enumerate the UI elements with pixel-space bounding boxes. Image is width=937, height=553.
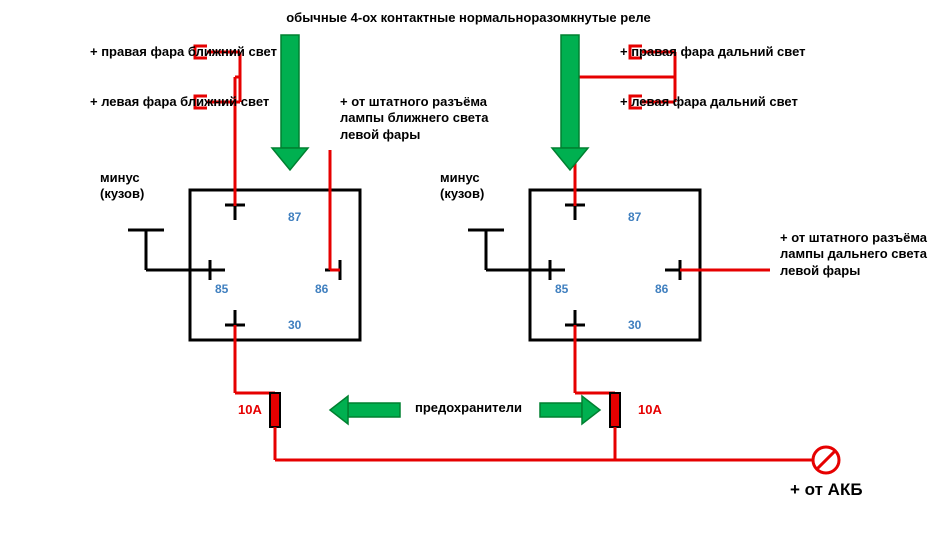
relay1-pin85: 85 bbox=[215, 282, 228, 296]
relay2-pin86: 86 bbox=[655, 282, 668, 296]
ground1-label: минус (кузов) bbox=[100, 170, 170, 203]
battery-label: + от АКБ bbox=[790, 480, 863, 500]
relay2-pin87: 87 bbox=[628, 210, 641, 224]
relay1-pin30: 30 bbox=[288, 318, 301, 332]
relay2-pin85: 85 bbox=[555, 282, 568, 296]
right-high-label: + правая фара дальний свет bbox=[620, 44, 806, 59]
ground2-label: минус (кузов) bbox=[440, 170, 510, 203]
fuse2-rating: 10A bbox=[638, 402, 662, 417]
fuse1-rating: 10A bbox=[238, 402, 262, 417]
right-low-label: + правая фара ближний свет bbox=[90, 44, 277, 59]
sig-high-label: + от штатного разъёма лампы дальнего све… bbox=[780, 230, 930, 279]
relay2-pin30: 30 bbox=[628, 318, 641, 332]
sig-low-label: + от штатного разъёма лампы ближнего све… bbox=[340, 94, 510, 143]
left-low-label: + левая фара ближний свет bbox=[90, 94, 269, 109]
left-high-label: + левая фара дальний свет bbox=[620, 94, 798, 109]
relay1-pin86: 86 bbox=[315, 282, 328, 296]
relay1-pin87: 87 bbox=[288, 210, 301, 224]
title: обычные 4-ох контактные нормальноразомкн… bbox=[0, 10, 937, 25]
fuses-label: предохранители bbox=[415, 400, 522, 415]
